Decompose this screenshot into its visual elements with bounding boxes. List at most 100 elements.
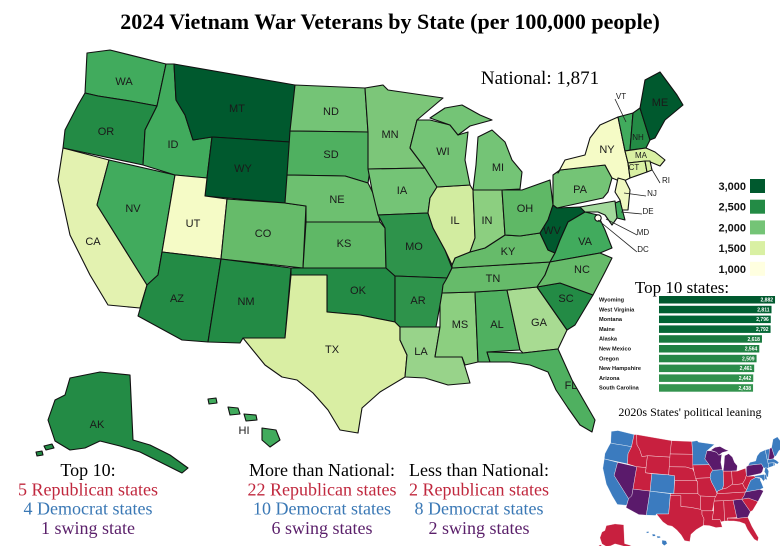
summary-heading: Less than National: (409, 460, 549, 480)
bar-maine (659, 325, 771, 333)
state-label: VT (616, 92, 626, 101)
legend-label: 1,000 (718, 264, 746, 276)
state-IL (427, 184, 476, 266)
national-average: National: 1,871 (481, 68, 599, 89)
state-label: MD (637, 228, 650, 237)
state-label: UT (186, 218, 201, 230)
bar-west-virginia (659, 305, 772, 314)
state-DC (594, 214, 602, 222)
leader-line (620, 211, 643, 215)
leader-line (597, 219, 638, 253)
state-label: MO (405, 241, 423, 253)
mini-state-NM (646, 490, 671, 516)
mini-state-DC (758, 478, 761, 481)
bar-south-carolina (659, 384, 754, 392)
mini-state-TX (656, 495, 705, 542)
bar-state-name: Alaska (599, 337, 618, 343)
legend-swatch (750, 241, 765, 256)
bar-state-name: West Virginia (599, 307, 635, 313)
state-label: AR (410, 295, 425, 307)
state-label: CA (85, 236, 101, 248)
top10-title: Top 10 states: (635, 278, 729, 297)
mini-state-MI (710, 446, 738, 472)
bar-value-label: 2,442 (739, 376, 752, 382)
state-WY (204, 136, 291, 204)
state-WI (409, 119, 471, 188)
summary-rep: 2 Republican states (409, 479, 549, 499)
bar-wyoming (659, 296, 776, 304)
summary-swing: 1 swing state (41, 518, 135, 538)
mini-state-AR (700, 495, 716, 512)
state-label: MS (452, 319, 469, 331)
state-label: MI (492, 162, 504, 174)
state-TX (242, 274, 408, 434)
summary-swing: 6 swing states (272, 518, 373, 538)
mini-state-PA (746, 463, 764, 477)
summary-heading: Top 10: (60, 460, 115, 480)
mini-state-FL (727, 517, 759, 542)
mini-state-HI (646, 531, 668, 546)
state-label: AZ (170, 293, 184, 305)
state-map (35, 49, 684, 474)
bar-state-name: Wyoming (599, 298, 625, 304)
bar-value-label: 2,438 (739, 386, 752, 392)
state-label: CT (629, 163, 640, 172)
bar-value-label: 2,792 (756, 327, 769, 333)
bar-value-label: 2,509 (742, 356, 755, 362)
political-map-title: 2020s States' political leaning (618, 405, 761, 419)
bar-state-name: New Hampshire (599, 366, 641, 372)
state-label: SD (323, 149, 338, 161)
bar-state-name: New Mexico (599, 347, 632, 353)
bar-state-name: Oregon (599, 356, 619, 362)
legend-swatch (750, 261, 765, 276)
state-NJ (614, 177, 631, 211)
bar-value-label: 2,796 (756, 317, 769, 323)
mini-state-MS (711, 500, 725, 523)
summary-dem: 4 Democrat states (24, 499, 153, 519)
bar-value-label: 2,882 (761, 298, 774, 304)
mini-state-ND (669, 440, 693, 455)
legend-swatch (750, 199, 765, 214)
legend-swatch (750, 220, 765, 235)
state-VA (549, 211, 613, 263)
mini-state-WY (645, 455, 671, 476)
mini-state-RI (772, 462, 776, 467)
state-label: NH (632, 133, 644, 142)
mini-state-KS (673, 480, 699, 494)
color-legend: 3,000 2,500 2,000 1,500 1,000 (718, 179, 765, 276)
state-label: NY (599, 144, 615, 156)
state-label: MA (635, 151, 648, 160)
bar-state-name: Montana (599, 317, 623, 323)
state-label: NV (125, 203, 141, 215)
state-label: IA (397, 185, 408, 197)
mini-state-MT (636, 434, 672, 458)
state-FL (486, 348, 596, 433)
state-label: KY (501, 246, 516, 258)
state-NH (629, 107, 651, 151)
leader-line (623, 192, 647, 197)
state-label: ME (652, 97, 669, 109)
mini-state-NH (768, 447, 775, 460)
state-label: TX (325, 344, 340, 356)
summary-heading: More than National: (249, 460, 395, 480)
state-MI (429, 104, 523, 191)
state-label: MN (381, 129, 398, 141)
state-label: OK (350, 285, 367, 297)
bar-alaska (659, 335, 762, 343)
mini-state-NC (741, 489, 764, 502)
state-label: TN (486, 273, 501, 285)
state-label: NJ (647, 189, 657, 198)
state-label: DC (637, 245, 649, 254)
mini-state-WI (704, 450, 723, 471)
legend-label: 2,000 (718, 222, 746, 234)
state-label: AK (90, 419, 105, 431)
state-label: ND (323, 106, 339, 118)
legend-label: 3,000 (718, 181, 746, 193)
state-label: RI (662, 176, 670, 185)
state-label: CO (255, 228, 272, 240)
state-label: AL (490, 319, 503, 331)
state-label: OR (98, 126, 115, 138)
state-label: PA (573, 184, 588, 196)
